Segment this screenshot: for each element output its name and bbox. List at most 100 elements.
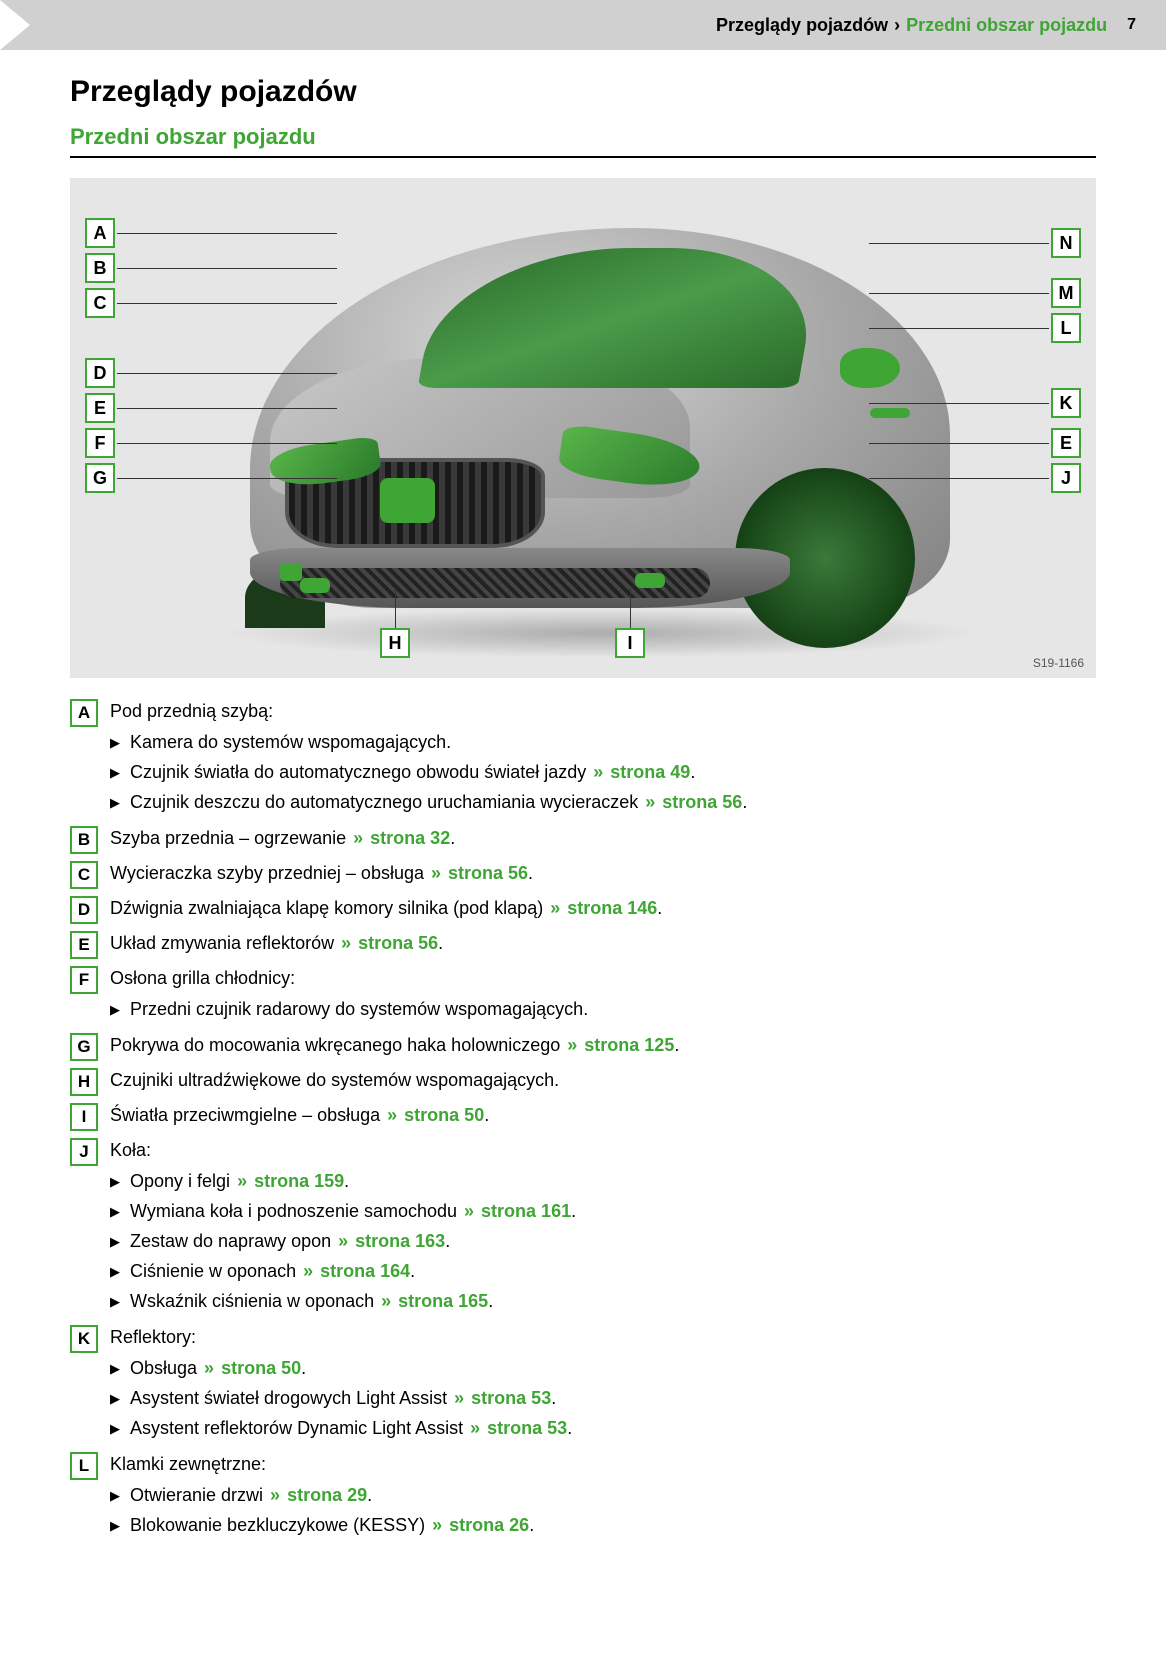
callout-line: [869, 443, 1049, 444]
header-section: Przedni obszar pojazdu: [906, 15, 1107, 36]
legend-item-text: Dźwignia zwalniająca klapę komory silnik…: [110, 895, 1096, 922]
text: Otwieranie drzwi: [130, 1485, 268, 1505]
letter-box: L: [70, 1452, 98, 1480]
text: .: [571, 1201, 576, 1221]
sub-item: ▶Ciśnienie w oponach » strona 164.: [110, 1258, 1096, 1285]
sub-item: ▶Czujnik deszczu do automatycznego uruch…: [110, 789, 1096, 816]
chevron-icon: »: [387, 1105, 402, 1125]
chevron-icon: »: [470, 1418, 485, 1438]
page-reference-link[interactable]: strona 56: [358, 933, 438, 953]
page-reference-link[interactable]: strona 164: [320, 1261, 410, 1281]
sub-item: ▶Otwieranie drzwi » strona 29.: [110, 1482, 1096, 1509]
chevron-icon: »: [432, 1515, 447, 1535]
page-reference-link[interactable]: strona 49: [610, 762, 690, 782]
callout-line: [869, 328, 1049, 329]
legend-text: Wycieraczka szyby przedniej – obsługa: [110, 863, 429, 883]
callout-E: E: [1051, 428, 1081, 458]
text: Czujnik deszczu do automatycznego urucha…: [130, 792, 643, 812]
page-reference-link[interactable]: strona 53: [471, 1388, 551, 1408]
legend-item-text: Reflektory:: [110, 1324, 1096, 1351]
callout-line: [117, 408, 337, 409]
sub-item: ▶Przedni czujnik radarowy do systemów ws…: [110, 996, 1096, 1023]
header-bar: Przeglądy pojazdów › Przedni obszar poja…: [0, 0, 1166, 50]
sub-item-text: Czujnik deszczu do automatycznego urucha…: [130, 789, 747, 816]
page-reference-link[interactable]: strona 163: [355, 1231, 445, 1251]
sub-item-text: Otwieranie drzwi » strona 29.: [130, 1482, 372, 1509]
letter-box: J: [70, 1138, 98, 1166]
sub-item-text: Asystent świateł drogowych Light Assist …: [130, 1385, 556, 1412]
legend-item-content: Osłona grilla chłodnicy: ▶Przedni czujnik…: [110, 965, 1096, 1026]
legend-item-G: GPokrywa do mocowania wkręcanego haka ho…: [70, 1032, 1096, 1061]
chevron-icon: »: [464, 1201, 479, 1221]
text: .: [445, 1231, 450, 1251]
page-reference-link[interactable]: strona 165: [398, 1291, 488, 1311]
letter-box: B: [70, 826, 98, 854]
legend-text: Pod przednią szybą:: [110, 701, 273, 721]
legend-item-B: B Szyba przednia – ogrzewanie » strona 32…: [70, 825, 1096, 854]
legend-text: Szyba przednia – ogrzewanie: [110, 828, 351, 848]
text: Obsługa: [130, 1358, 202, 1378]
page-reference-link[interactable]: strona 161: [481, 1201, 571, 1221]
legend-item-content: Klamki zewnętrzne:▶Otwieranie drzwi » st…: [110, 1451, 1096, 1542]
triangle-bullet-icon: ▶: [110, 1516, 120, 1536]
callout-line: [630, 588, 631, 628]
text: .: [690, 762, 695, 782]
triangle-bullet-icon: ▶: [110, 1172, 120, 1192]
legend-item-content: Układ zmywania reflektorów » strona 56.: [110, 930, 1096, 957]
sub-item: ▶Wskaźnik ciśnienia w oponach » strona 1…: [110, 1288, 1096, 1315]
legend-text: Osłona grilla chłodnicy:: [110, 968, 295, 988]
legend-text: Reflektory:: [110, 1327, 196, 1347]
legend-item-content: Koła:▶Opony i felgi » strona 159.▶Wymian…: [110, 1137, 1096, 1318]
legend-text: Klamki zewnętrzne:: [110, 1454, 266, 1474]
page-reference-link[interactable]: strona 32: [370, 828, 450, 848]
text: Opony i felgi: [130, 1171, 235, 1191]
page-reference-link[interactable]: strona 125: [584, 1035, 674, 1055]
text: .: [529, 1515, 534, 1535]
legend-text: Dźwignia zwalniająca klapę komory silnik…: [110, 898, 548, 918]
callout-K: K: [1051, 388, 1081, 418]
triangle-bullet-icon: ▶: [110, 1262, 120, 1282]
page-reference-link[interactable]: strona 50: [404, 1105, 484, 1125]
sub-item: ▶Asystent reflektorów Dynamic Light Assi…: [110, 1415, 1096, 1442]
page-reference-link[interactable]: strona 159: [254, 1171, 344, 1191]
text: .: [484, 1105, 489, 1125]
chevron-icon: »: [353, 828, 368, 848]
callout-line: [117, 303, 337, 304]
sub-item: ▶Kamera do systemów wspomagających.: [110, 729, 1096, 756]
legend-item-content: Reflektory:▶Obsługa » strona 50.▶Asysten…: [110, 1324, 1096, 1445]
triangle-bullet-icon: ▶: [110, 1389, 120, 1409]
callout-line: [117, 478, 337, 479]
callout-A: A: [85, 218, 115, 248]
legend-item-text: Pod przednią szybą:: [110, 698, 1096, 725]
page-reference-link[interactable]: strona 50: [221, 1358, 301, 1378]
letter-box: I: [70, 1103, 98, 1131]
chevron-icon: »: [431, 863, 446, 883]
sub-item: ▶Zestaw do naprawy opon » strona 163.: [110, 1228, 1096, 1255]
text: .: [367, 1485, 372, 1505]
callout-F: F: [85, 428, 115, 458]
chevron-icon: »: [204, 1358, 219, 1378]
page-reference-link[interactable]: strona 26: [449, 1515, 529, 1535]
page-reference-link[interactable]: strona 29: [287, 1485, 367, 1505]
triangle-bullet-icon: ▶: [110, 763, 120, 783]
letter-box: E: [70, 931, 98, 959]
letter-box: G: [70, 1033, 98, 1061]
legend-list: APod przednią szybą:▶Kamera do systemów …: [70, 698, 1096, 1542]
callout-line: [869, 403, 1049, 404]
legend-item-K: KReflektory:▶Obsługa » strona 50.▶Asyste…: [70, 1324, 1096, 1445]
page-reference-link[interactable]: strona 56: [662, 792, 742, 812]
chevron-icon: »: [270, 1485, 285, 1505]
page-reference-link[interactable]: strona 53: [487, 1418, 567, 1438]
page-reference-link[interactable]: strona 56: [448, 863, 528, 883]
chevron-icon: »: [645, 792, 660, 812]
legend-item-text: Koła:: [110, 1137, 1096, 1164]
triangle-bullet-icon: ▶: [110, 1202, 120, 1222]
text: .: [488, 1291, 493, 1311]
page-reference-link[interactable]: strona 146: [567, 898, 657, 918]
legend-text: Światła przeciwmgielne – obsługa: [110, 1105, 385, 1125]
callout-G: G: [85, 463, 115, 493]
legend-item-text: Światła przeciwmgielne – obsługa » stron…: [110, 1102, 1096, 1129]
letter-box: F: [70, 966, 98, 994]
car-grille-badge: [380, 478, 435, 523]
callout-H: H: [380, 628, 410, 658]
